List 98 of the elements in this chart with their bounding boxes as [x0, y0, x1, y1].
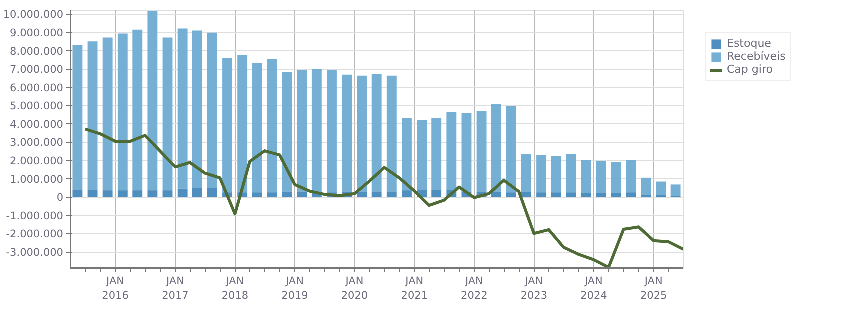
legend-label: Cap giro — [727, 63, 773, 76]
bar — [611, 193, 622, 198]
x-tick-label: JAN 2025 — [640, 276, 668, 302]
bar — [372, 74, 382, 192]
bar — [670, 184, 681, 196]
bar — [551, 192, 562, 198]
bar — [656, 182, 666, 196]
x-tick-label: JAN 2024 — [580, 276, 608, 302]
y-tick-label: 2.000.000 — [10, 156, 64, 168]
x-tick-label: JAN 2017 — [162, 276, 189, 302]
bar — [402, 190, 412, 198]
bar — [506, 106, 516, 193]
bar — [506, 192, 516, 198]
bar — [327, 70, 337, 193]
bar — [297, 70, 308, 192]
x-tick-label: JAN 2016 — [102, 276, 130, 302]
bar — [626, 192, 636, 198]
legend-label: Recebíveis — [727, 50, 786, 63]
bar — [581, 193, 592, 198]
bar — [432, 118, 442, 190]
bar — [72, 45, 83, 190]
x-tick-label: JAN 2023 — [520, 276, 548, 302]
bar — [491, 192, 502, 198]
bar — [566, 154, 576, 193]
x-tick-label: JAN 2019 — [282, 276, 308, 302]
y-tick-label: 0 — [56, 192, 64, 204]
bar — [491, 104, 502, 192]
y-tick-label: 6.000.000 — [10, 82, 64, 94]
x-tick-label: JAN 2022 — [461, 276, 488, 302]
bar — [118, 34, 128, 191]
y-tick-label: 9.000.000 — [10, 27, 64, 40]
x-tick-label: JAN 2020 — [341, 276, 368, 302]
bar — [178, 28, 188, 189]
bar — [267, 59, 278, 193]
y-tick-label: 10.000.000 — [3, 9, 64, 22]
bar — [357, 76, 368, 192]
bar — [611, 162, 622, 194]
bar — [72, 190, 83, 198]
y-tick-label: -3.000.000 — [6, 247, 64, 260]
x-tick-label: JAN 2021 — [401, 276, 428, 302]
y-tick-label: -1.000.000 — [6, 210, 64, 222]
bar — [178, 188, 188, 198]
bar — [342, 74, 352, 192]
bar — [596, 193, 606, 198]
bar — [641, 178, 652, 196]
bar — [148, 190, 158, 198]
bar — [417, 120, 427, 190]
bar — [207, 32, 218, 188]
bar — [551, 156, 562, 193]
bar — [386, 76, 397, 192]
bar — [148, 11, 158, 191]
bar — [162, 38, 173, 191]
bar — [476, 111, 487, 192]
bar — [192, 30, 202, 188]
bar — [192, 188, 202, 198]
bar — [402, 118, 412, 191]
y-tick-label: -2.000.000 — [6, 228, 64, 241]
bar — [282, 192, 292, 198]
bar — [446, 112, 457, 190]
bar — [462, 113, 472, 192]
bar — [357, 192, 368, 198]
y-tick-label: 3.000.000 — [10, 137, 64, 150]
bar — [252, 192, 262, 198]
bar — [566, 192, 576, 198]
bar — [536, 155, 547, 193]
bar — [386, 192, 397, 198]
bar — [118, 190, 128, 198]
bar — [88, 42, 98, 190]
bar — [522, 192, 532, 198]
bar — [581, 160, 592, 194]
bar — [132, 30, 143, 191]
y-tick-label: 5.000.000 — [10, 100, 64, 113]
bar — [432, 190, 442, 198]
bar — [238, 55, 248, 193]
bar — [102, 38, 113, 191]
bar — [536, 192, 547, 198]
bar — [162, 190, 173, 198]
bar — [372, 192, 382, 198]
bar — [102, 190, 113, 198]
y-tick-label: 8.000.000 — [10, 46, 64, 58]
bar — [222, 58, 232, 193]
bar — [88, 190, 98, 198]
bar — [252, 63, 262, 193]
bar — [626, 160, 636, 193]
legend-label: Estoque — [727, 37, 772, 50]
bar — [282, 72, 292, 192]
bar — [132, 190, 143, 198]
y-tick-label: 4.000.000 — [10, 118, 64, 131]
bar — [297, 192, 308, 198]
y-tick-label: 1.000.000 — [10, 174, 64, 186]
bar — [312, 69, 322, 193]
y-tick-label: 7.000.000 — [10, 64, 64, 76]
bar — [596, 161, 606, 194]
x-tick-label: JAN 2018 — [222, 276, 249, 302]
bar — [267, 192, 278, 198]
bar — [207, 188, 218, 198]
line-series — [84, 128, 684, 268]
bar — [522, 154, 532, 192]
